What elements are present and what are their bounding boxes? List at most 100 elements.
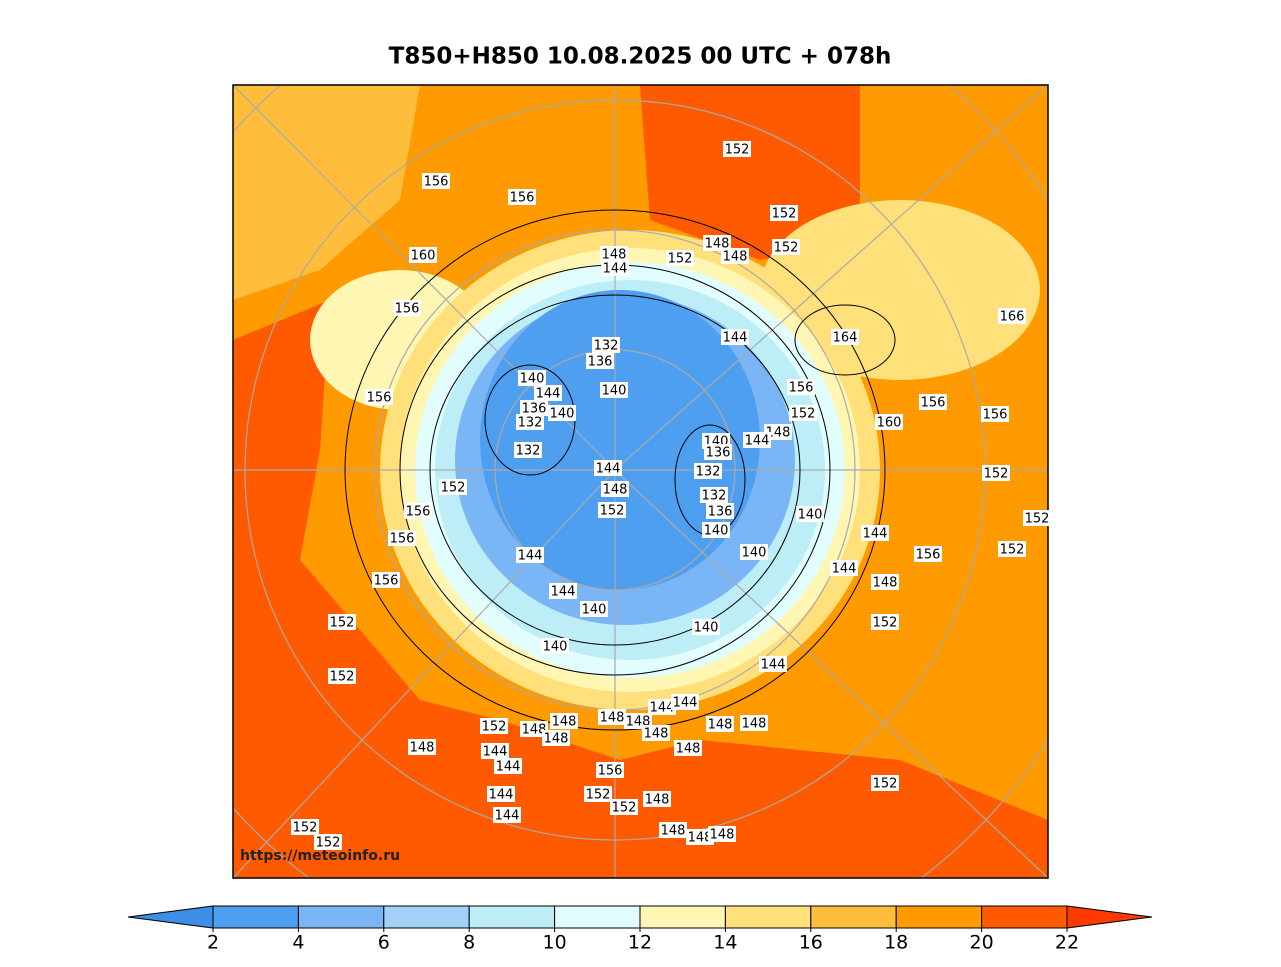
colorbar-segment <box>297 905 385 929</box>
contour-label: 166 <box>1000 310 1025 325</box>
label-box <box>481 743 509 759</box>
contour-label: 148 <box>644 727 669 742</box>
contour-label: 140 <box>550 407 575 422</box>
label-box <box>409 247 437 263</box>
label-box <box>516 547 544 563</box>
label-box <box>706 503 734 519</box>
label-box <box>831 329 859 345</box>
label-box <box>404 503 432 519</box>
contour-label: 140 <box>798 508 823 523</box>
cold-core <box>480 290 760 590</box>
label-box <box>700 487 728 503</box>
contour-label: 144 <box>761 658 786 673</box>
label-box <box>594 460 622 476</box>
contour-label: 148 <box>661 824 686 839</box>
contour-label: 152 <box>441 481 466 496</box>
colorbar-tick-label: 2 <box>207 932 219 954</box>
contour-label: 148 <box>710 828 735 843</box>
warm-area <box>233 85 420 300</box>
label-box <box>708 826 736 842</box>
contour-label: 136 <box>588 355 613 370</box>
label-box <box>586 353 614 369</box>
contour-label: 148 <box>522 723 547 738</box>
label-box <box>740 544 768 560</box>
label-box <box>596 762 624 778</box>
label-box <box>514 442 542 458</box>
contour-label: 152 <box>330 670 355 685</box>
label-box <box>494 758 522 774</box>
label-box <box>601 481 629 497</box>
contour-label: 144 <box>723 331 748 346</box>
label-box <box>520 721 548 737</box>
label-box <box>789 405 817 421</box>
colorbar-extend-high <box>1066 905 1153 929</box>
label-box <box>796 506 824 522</box>
label-box <box>518 370 546 386</box>
label-box <box>694 463 722 479</box>
label-box <box>982 465 1010 481</box>
map-frame <box>232 84 1049 879</box>
label-box <box>721 329 749 345</box>
label-box <box>643 791 671 807</box>
colorbar-segment <box>554 905 641 929</box>
contour-label: 148 <box>688 831 713 846</box>
colorbar-segment <box>724 905 812 929</box>
contour-label: 140 <box>742 546 767 561</box>
label-box <box>600 382 628 398</box>
contour-label: 152 <box>612 801 637 816</box>
contour-label: 156 <box>424 175 449 190</box>
colorbar-tick-label: 22 <box>1055 932 1079 954</box>
contour-label: 144 <box>489 788 514 803</box>
label-box <box>493 807 521 823</box>
contour-label: 148 <box>766 426 791 441</box>
contour-label: 152 <box>293 821 318 836</box>
colorbar-extend-low <box>127 905 214 929</box>
contour-label: 144 <box>518 549 543 564</box>
watermark: https://meteoinfo.ru <box>240 848 400 864</box>
contour-label: 136 <box>522 402 547 417</box>
contour-label: 144 <box>596 462 621 477</box>
contour-label: 152 <box>774 241 799 256</box>
contour-label: 144 <box>496 760 521 775</box>
contour-label: 152 <box>984 467 1009 482</box>
contour-label: 136 <box>708 505 733 520</box>
hot-area <box>233 300 1048 878</box>
contour-label: 156 <box>921 396 946 411</box>
contour-label: 156 <box>374 574 399 589</box>
contour-label: 156 <box>395 302 420 317</box>
contour-label: 152 <box>316 836 341 851</box>
label-box <box>328 668 356 684</box>
contour-label: 148 <box>602 248 627 263</box>
contour-label: 156 <box>390 532 415 547</box>
label-box <box>914 546 942 562</box>
contour-label: 144 <box>650 701 675 716</box>
label-box <box>692 619 720 635</box>
label-box <box>770 205 798 221</box>
contour-label: 152 <box>1025 512 1050 527</box>
contour-label: 148 <box>600 711 625 726</box>
contour-label: 152 <box>791 407 816 422</box>
contour-label: 140 <box>694 621 719 636</box>
contour-label: 148 <box>723 250 748 265</box>
contour-label: 148 <box>410 741 435 756</box>
contour-label: 152 <box>482 720 507 735</box>
label-box <box>759 656 787 672</box>
label-box <box>666 250 694 266</box>
contour-label: 156 <box>916 548 941 563</box>
label-box <box>508 189 536 205</box>
contour-label: 136 <box>706 446 731 461</box>
label-box <box>584 786 612 802</box>
contour-label: 148 <box>676 742 701 757</box>
label-box <box>542 730 570 746</box>
colorbar-segment <box>895 905 983 929</box>
contour-label: 152 <box>1000 543 1025 558</box>
label-box <box>580 601 608 617</box>
contour-label: 144 <box>483 745 508 760</box>
contour-label: 148 <box>544 732 569 747</box>
contour-label: 156 <box>510 191 535 206</box>
contour-label: 152 <box>330 616 355 631</box>
contour-label: 152 <box>586 788 611 803</box>
contour-label: 148 <box>603 483 628 498</box>
contour-label: 148 <box>708 718 733 733</box>
